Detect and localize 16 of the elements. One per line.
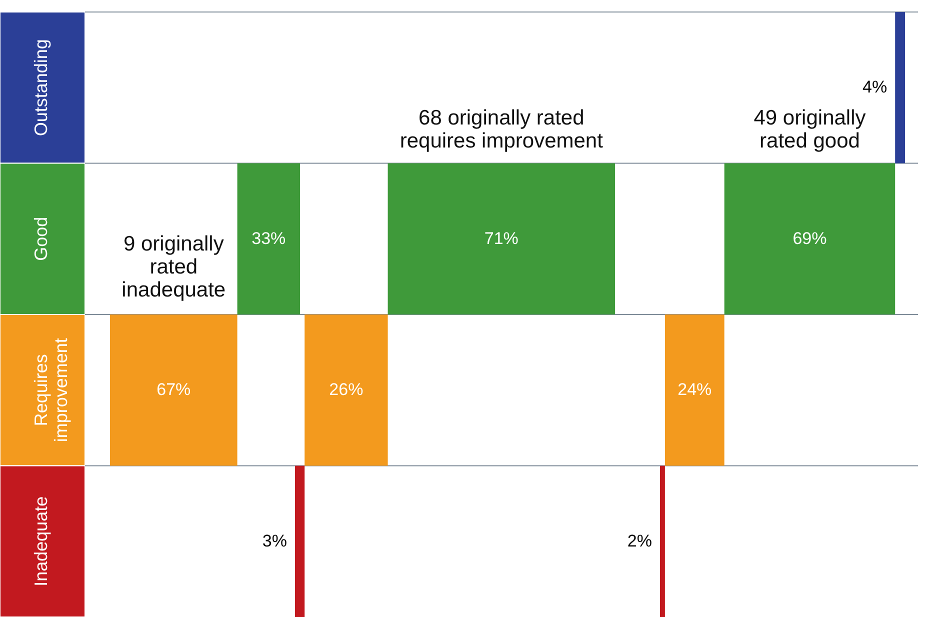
data-label: 24% bbox=[678, 380, 712, 400]
series-label: 49 originally rated good bbox=[754, 106, 866, 152]
category-label: Requires improvement bbox=[31, 338, 71, 442]
data-label: 69% bbox=[792, 228, 827, 248]
data-label: 33% bbox=[252, 228, 286, 248]
data-label: 3% bbox=[262, 531, 287, 550]
series-label: 68 originally rated requires improvement bbox=[400, 106, 604, 152]
category-label: Good bbox=[31, 216, 51, 261]
data-label: 2% bbox=[627, 531, 652, 550]
series-label: 9 originally rated inadequate bbox=[122, 232, 226, 302]
category-label: Outstanding bbox=[31, 39, 51, 136]
data-label: 71% bbox=[484, 228, 518, 248]
data-label: 4% bbox=[862, 78, 888, 97]
category-label: Inadequate bbox=[31, 496, 51, 586]
data-label: 26% bbox=[329, 380, 364, 400]
data-label: 67% bbox=[156, 380, 191, 400]
